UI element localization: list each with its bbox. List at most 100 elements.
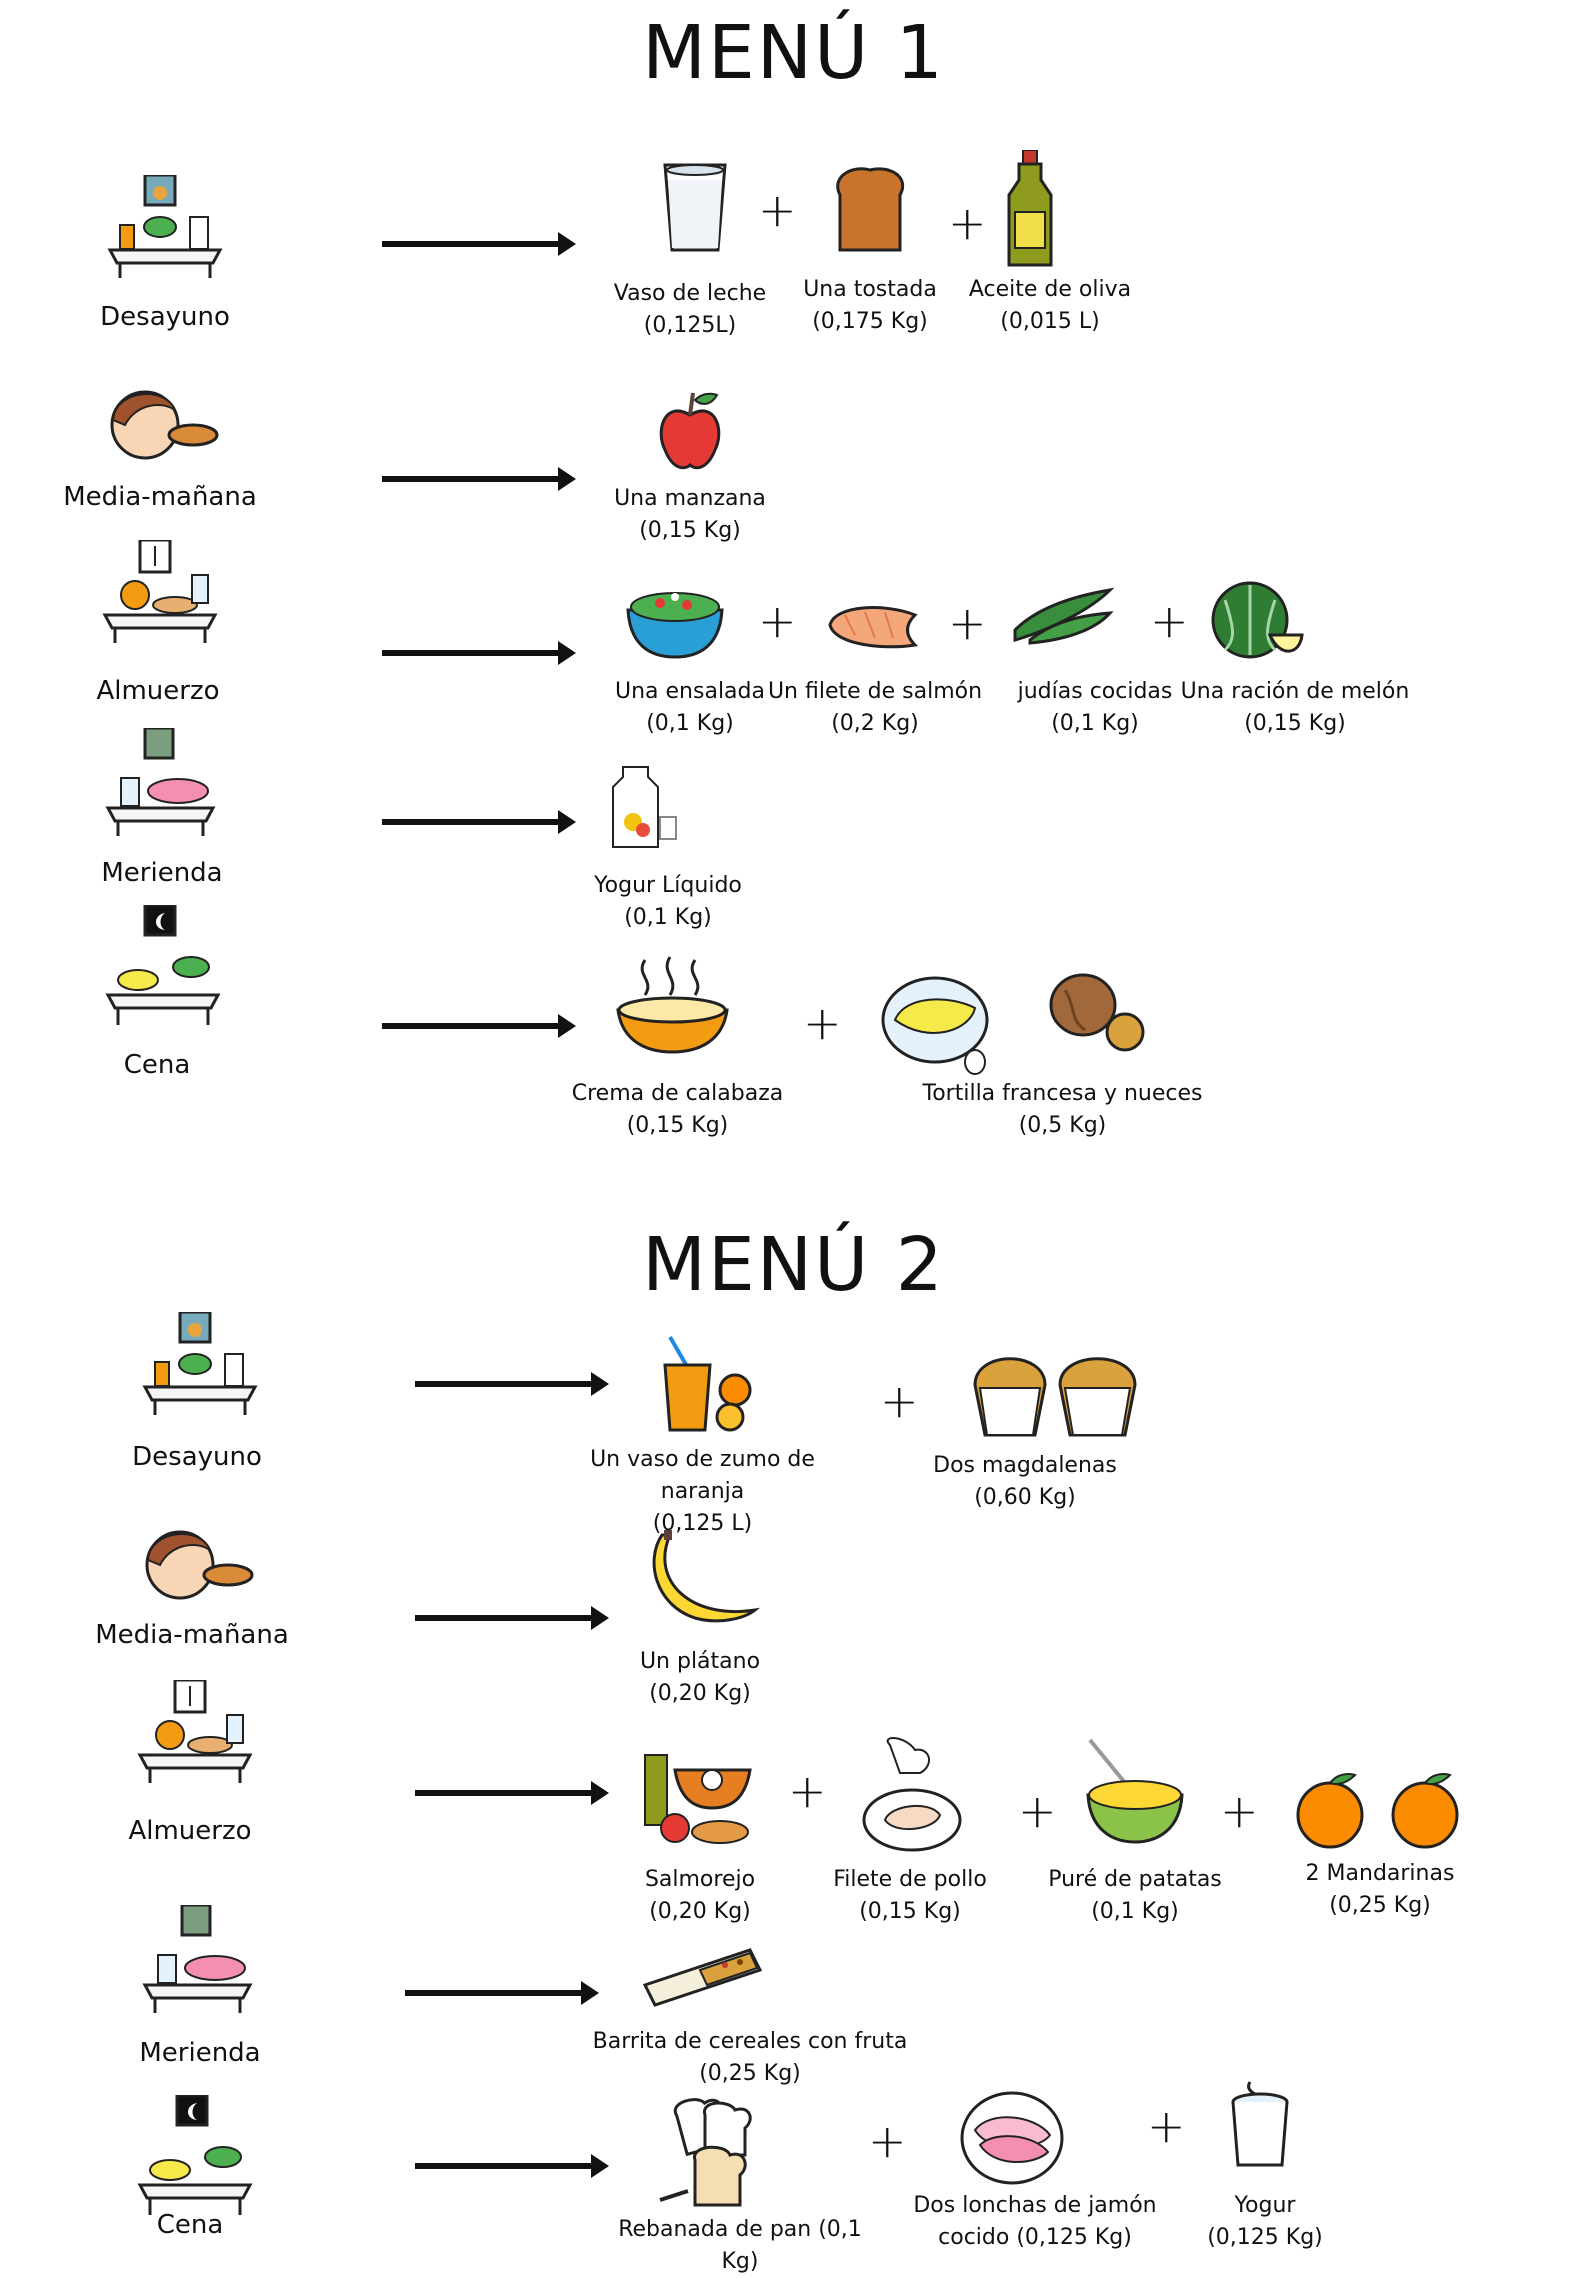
food-name: Yogur (1234, 2193, 1296, 2218)
food-name: Un plátano (639, 1649, 761, 1674)
food-label: Tortilla francesa y nueces (0,5 Kg) (915, 1078, 1210, 1142)
arrow-icon (382, 810, 576, 834)
bread-slices-icon (659, 2098, 752, 2207)
food-name: Una manzana (614, 486, 766, 511)
food-quantity: (0,15 Kg) (1244, 711, 1346, 736)
olive-oil-bottle-icon (1007, 150, 1053, 267)
salad-bowl-icon (626, 592, 724, 659)
food-name: Barrita de cereales con fruta (592, 2029, 908, 2054)
food-label: Dos lonchas de jamón cocido (0,125 Kg) (905, 2190, 1165, 2254)
food-name: Tortilla francesa y nueces (922, 1081, 1203, 1106)
food-quantity: (0,15 Kg) (626, 1113, 729, 1138)
banana-icon (652, 1530, 760, 1623)
plus-sign: + (788, 1764, 827, 1818)
food-label: Salmorejo (0,20 Kg) (600, 1864, 800, 1928)
food-name: Dos lonchas de jamón (913, 2193, 1157, 2218)
orange-juice-icon (663, 1335, 752, 1432)
food-quantity: (0,2 Kg) (831, 711, 919, 736)
arrow-icon (382, 1014, 576, 1038)
food-quantity: (0,1 Kg) (624, 905, 712, 930)
plus-sign: + (868, 2114, 907, 2168)
liquid-yogurt-icon (612, 766, 677, 848)
omelette-icon (881, 976, 989, 1075)
child-eating-icon (110, 390, 219, 460)
salmon-fillet-icon (828, 606, 919, 649)
arrow-icon (415, 2154, 609, 2178)
food-name: Salmorejo (644, 1867, 756, 1892)
plus-sign: + (948, 196, 987, 250)
food-label: Un vaso de zumo de naranja (0,125 L) (545, 1444, 860, 1540)
meal-label-cena: Cena (123, 1050, 191, 1080)
plus-sign: + (1220, 1784, 1259, 1838)
pumpkin-soup-icon (616, 956, 729, 1054)
plus-sign: + (880, 1374, 919, 1428)
food-label: Un plátano (0,20 Kg) (600, 1646, 800, 1710)
food-name: Vaso de leche (613, 281, 767, 306)
food-name: Una ensalada (615, 679, 765, 704)
mandarins-icon (1296, 1773, 1459, 1849)
food-quantity: (0,15 Kg) (859, 1899, 961, 1924)
arrow-icon (382, 467, 576, 491)
food-quantity: (0,5 Kg) (1018, 1113, 1107, 1138)
food-label: Una ensalada (0,1 Kg) (590, 676, 790, 740)
ham-slices-icon (960, 2091, 1064, 2185)
walnuts-icon (1049, 973, 1145, 1052)
menu-1-title: MENÚ 1 (642, 10, 945, 96)
food-label: Una manzana (0,15 Kg) (590, 483, 790, 547)
snack-table-icon (142, 1905, 253, 2013)
food-name: Un filete de salmón (767, 679, 983, 704)
yogurt-cup-icon (1231, 2081, 1289, 2167)
meal-label-cena: Cena (156, 2210, 224, 2240)
plus-sign: + (948, 596, 987, 650)
food-label: Yogur Líquido (0,1 Kg) (568, 870, 768, 934)
milk-glass-icon (663, 163, 727, 252)
cereal-bar-icon (642, 1948, 763, 2007)
food-name: Filete de pollo (833, 1867, 987, 1892)
meal-label-media-manana: Media-mañana (63, 482, 257, 512)
arrow-icon (382, 232, 576, 256)
food-name: Crema de calabaza (571, 1081, 784, 1106)
food-name: judías cocidas (1017, 679, 1173, 704)
meal-label-almuerzo: Almuerzo (96, 676, 220, 706)
child-eating-icon (145, 1530, 254, 1600)
apple-icon (659, 392, 721, 470)
meal-label-merienda: Merienda (139, 2038, 261, 2068)
food-label: Puré de patatas (0,1 Kg) (1035, 1864, 1235, 1928)
plus-sign: + (1018, 1784, 1057, 1838)
plus-sign: + (758, 183, 797, 237)
food-name: Un vaso de zumo de naranja (590, 1447, 815, 1504)
food-quantity: (0,15 Kg) (639, 518, 741, 543)
mashed-potatoes-icon (1086, 1738, 1184, 1844)
salmorejo-icon (644, 1754, 752, 1844)
meal-label-almuerzo: Almuerzo (128, 1816, 252, 1846)
food-name: Aceite de oliva (968, 277, 1132, 302)
melon-slice-icon (1211, 581, 1304, 659)
food-name: Rebanada de pan (0,1 Kg) (618, 2217, 862, 2274)
food-quantity: (0,015 L) (1000, 309, 1100, 334)
food-quantity: (0,25 Kg) (1329, 1893, 1431, 1918)
food-label: 2 Mandarinas (0,25 Kg) (1280, 1858, 1480, 1922)
food-quantity: (0,60 Kg) (974, 1485, 1076, 1510)
food-label: Filete de pollo (0,15 Kg) (810, 1864, 1010, 1928)
food-label: Aceite de oliva (0,015 L) (945, 274, 1155, 338)
food-quantity: cocido (0,125 Kg) (938, 2225, 1132, 2250)
arrow-icon (415, 1372, 609, 1396)
food-label: Un filete de salmón (0,2 Kg) (765, 676, 985, 740)
food-name: 2 Mandarinas (1305, 1861, 1455, 1886)
dinner-table-icon (105, 905, 221, 1025)
food-name: Yogur Líquido (594, 873, 742, 898)
chicken-fillet-icon (862, 1737, 962, 1852)
food-label: judías cocidas (0,1 Kg) (995, 676, 1195, 740)
meal-label-media-manana: Media-mañana (95, 1620, 289, 1650)
food-label: Vaso de leche (0,125L) (590, 278, 790, 342)
meal-label-merienda: Merienda (101, 858, 223, 888)
plus-sign: + (1150, 594, 1189, 648)
breakfast-table-icon (107, 175, 223, 278)
food-quantity: (0,175 Kg) (812, 309, 928, 334)
arrow-icon (415, 1781, 609, 1805)
plus-sign: + (758, 594, 797, 648)
plus-sign: + (1147, 2099, 1186, 2153)
food-quantity: (0,1 Kg) (646, 711, 734, 736)
food-quantity: (0,1 Kg) (1051, 711, 1139, 736)
lunch-table-icon (137, 1680, 253, 1783)
